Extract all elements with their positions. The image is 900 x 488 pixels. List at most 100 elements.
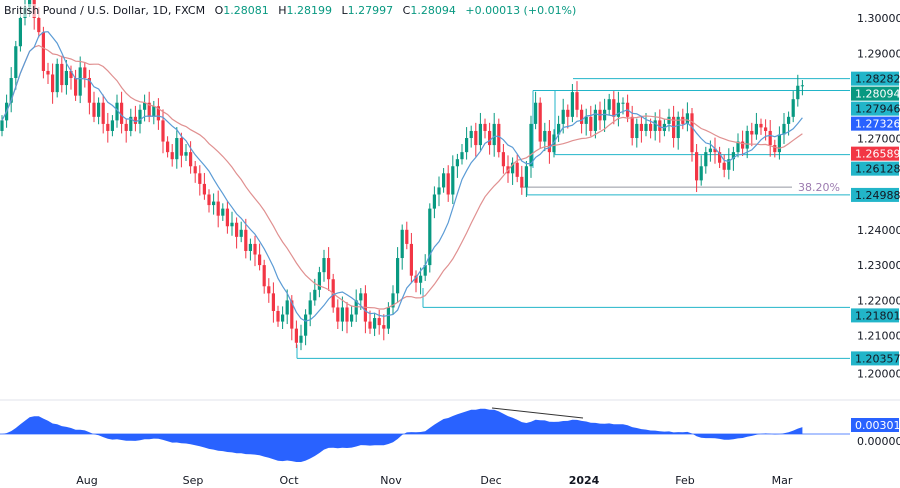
candle-down: [713, 148, 717, 153]
candle-down: [166, 141, 170, 153]
candle-down: [161, 120, 165, 142]
candle-up: [175, 138, 179, 160]
candle-down: [41, 32, 45, 71]
candle-down: [60, 63, 64, 86]
candle-up: [437, 187, 441, 195]
candle-up: [9, 78, 13, 103]
candle-down: [474, 130, 478, 146]
x-tick-label: Sep: [183, 474, 204, 487]
candle-up: [110, 120, 114, 131]
fast-ma-price-label-bg: [851, 116, 899, 131]
candle-up: [359, 293, 363, 301]
x-tick-label: 2024: [569, 474, 600, 487]
candle-down: [649, 123, 653, 131]
oscillator-area: [2, 408, 803, 462]
fib-label: 38.20%: [798, 181, 840, 194]
candle-down: [262, 265, 266, 287]
candle-down: [759, 123, 763, 128]
close-value: 1.28094: [410, 4, 456, 17]
level-price-label-bg: [851, 161, 899, 176]
candle-down: [216, 201, 220, 216]
candle-up: [492, 123, 496, 146]
candle-up: [460, 152, 464, 160]
candle-down: [750, 130, 754, 135]
slow-ma-price-label-bg: [851, 146, 899, 161]
high-value: 1.28199: [286, 4, 333, 17]
x-tick-label: Feb: [675, 474, 694, 487]
last-price-label: 1.28094: [855, 88, 900, 101]
candle-up: [616, 102, 620, 117]
candle-down: [695, 152, 699, 181]
y-tick-label: 1.27000: [857, 133, 900, 146]
candle-up: [313, 289, 317, 301]
candle-down: [630, 116, 634, 139]
candle-up: [221, 208, 225, 216]
candle-down: [193, 166, 197, 174]
candle-up: [593, 109, 597, 131]
candle-up: [419, 275, 423, 283]
candle-down: [290, 300, 294, 329]
candle-up: [708, 148, 712, 153]
slow-ma-price-label: 1.26589: [855, 148, 900, 161]
candle-down: [267, 286, 271, 294]
level-price-label: 1.27946: [855, 103, 900, 116]
candle-up: [782, 123, 786, 135]
candle-up: [97, 102, 101, 117]
candle-up: [791, 99, 795, 117]
candle-up: [299, 335, 303, 343]
level-price-label-bg: [851, 351, 899, 366]
candle-up: [386, 307, 390, 329]
candle-up: [129, 116, 133, 131]
y-tick-label: 1.23000: [857, 259, 900, 272]
last-price-label-bg: [851, 86, 899, 101]
candle-up: [787, 116, 791, 124]
candle-up: [18, 18, 22, 47]
candle-up: [248, 243, 252, 251]
candle-up: [230, 222, 234, 227]
candle-down: [276, 310, 280, 322]
level-price-label-bg: [851, 308, 899, 323]
candle-down: [37, 18, 41, 33]
candle-down: [271, 293, 275, 311]
candle-down: [414, 275, 418, 283]
oscillator-zero-tick: 0.00000: [857, 435, 900, 448]
candle-up: [64, 70, 68, 86]
candle-up: [511, 162, 515, 174]
candle-down: [244, 229, 248, 251]
candle-up: [396, 258, 400, 294]
candle-up: [78, 67, 82, 96]
close-label: C: [402, 4, 411, 17]
candle-up: [736, 141, 740, 153]
candle-down: [189, 152, 193, 167]
candle-down: [488, 130, 492, 146]
candle-up: [557, 123, 561, 135]
candle-up: [731, 152, 735, 160]
candle-down: [258, 254, 262, 266]
candle-up: [322, 258, 326, 273]
level-price-label: 1.24988: [855, 189, 900, 202]
candle-down: [46, 70, 50, 75]
x-tick-label: Nov: [380, 474, 402, 487]
candle-up: [115, 102, 119, 121]
candle-up: [465, 138, 469, 153]
candle-up: [0, 120, 4, 131]
candle-down: [405, 229, 409, 244]
candle-up: [561, 109, 565, 124]
candle-up: [340, 307, 344, 322]
candle-up: [14, 46, 18, 79]
candle-down: [202, 183, 206, 195]
y-tick-label: 1.29000: [857, 47, 900, 60]
open-value: 1.28081: [223, 4, 269, 17]
candle-up: [143, 102, 147, 110]
level-price-label-bg: [851, 101, 899, 116]
candle-down: [566, 109, 570, 117]
candle-up: [308, 300, 312, 315]
candle-up: [800, 85, 804, 87]
candle-up: [570, 92, 574, 117]
candle-down: [773, 145, 777, 153]
candle-up: [478, 123, 482, 146]
candle-up: [55, 63, 59, 93]
low-label: L: [341, 4, 348, 17]
candle-up: [239, 229, 243, 237]
